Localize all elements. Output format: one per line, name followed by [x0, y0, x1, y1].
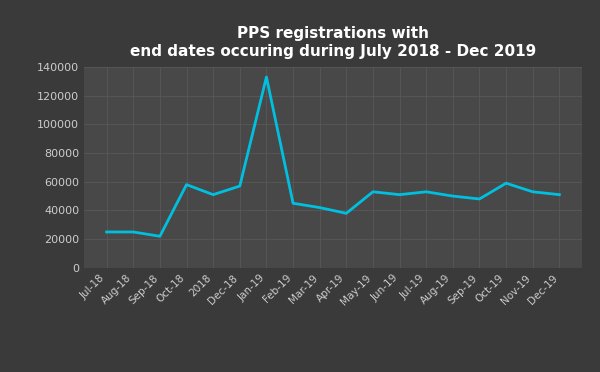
Title: PPS registrations with
end dates occuring during July 2018 - Dec 2019: PPS registrations with end dates occurin… [130, 26, 536, 59]
